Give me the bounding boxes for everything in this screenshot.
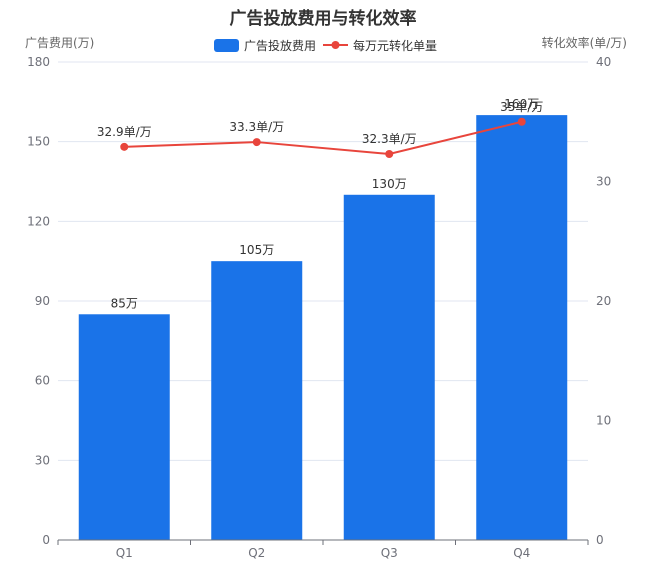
y-left-tick-label: 120 <box>27 214 50 228</box>
bar <box>343 194 435 540</box>
bar <box>211 261 303 540</box>
y-right-tick-label: 10 <box>596 414 611 428</box>
chart-title: 广告投放费用与转化效率 <box>230 8 417 29</box>
line-data-label: 35单/万 <box>500 100 543 114</box>
bar <box>78 314 170 540</box>
x-axis: Q1 Q2 Q3 Q4 <box>57 539 589 560</box>
y-left-tick-label: 150 <box>27 135 50 149</box>
y-left-tick-label: 0 <box>42 533 50 547</box>
bar-series <box>78 115 568 540</box>
line-data-label: 32.3单/万 <box>362 132 417 146</box>
bar-data-label: 85万 <box>111 296 138 310</box>
y-right-tick-label: 20 <box>596 294 611 308</box>
y-left-ticks: 0 30 60 90 120 150 180 <box>27 55 50 547</box>
legend-label-line: 每万元转化单量 <box>353 38 437 53</box>
x-tick-label: Q4 <box>513 546 530 560</box>
legend[interactable]: 广告投放费用 每万元转化单量 <box>214 38 437 53</box>
legend-label-bar: 广告投放费用 <box>244 38 316 53</box>
line-point <box>252 138 261 147</box>
data-labels: 85万 105万 130万 160万 32.9单/万 33.3单/万 32.3单/万 35单/… <box>97 97 544 310</box>
line-series <box>120 117 526 159</box>
bar-data-label: 160万 <box>504 97 539 111</box>
y-left-tick-label: 30 <box>35 453 50 467</box>
y-right-tick-label: 40 <box>596 55 611 69</box>
line-point <box>120 142 129 151</box>
y-left-tick-label: 60 <box>35 374 50 388</box>
line-data-label: 33.3单/万 <box>229 120 284 134</box>
bar-data-label: 130万 <box>372 177 407 191</box>
y-left-tick-label: 180 <box>27 55 50 69</box>
y-right-ticks: 0 10 20 30 40 <box>596 55 611 547</box>
y-right-axis-label: 转化效率(单/万) <box>542 35 627 50</box>
x-tick-label: Q2 <box>248 546 265 560</box>
y-left-axis-label: 广告费用(万) <box>25 36 94 50</box>
line-point <box>385 150 394 159</box>
x-tick-label: Q3 <box>381 546 398 560</box>
series-line <box>124 120 522 156</box>
line-point <box>517 117 526 126</box>
line-data-label: 32.9单/万 <box>97 125 152 139</box>
bar-data-label: 105万 <box>239 243 274 257</box>
x-tick-label: Q1 <box>116 546 133 560</box>
legend-swatch-line-point <box>331 41 340 49</box>
bar <box>476 115 568 540</box>
legend-swatch-bar <box>214 39 239 52</box>
y-right-tick-label: 0 <box>596 533 604 547</box>
y-right-tick-label: 30 <box>596 175 611 189</box>
y-left-tick-label: 90 <box>35 294 50 308</box>
